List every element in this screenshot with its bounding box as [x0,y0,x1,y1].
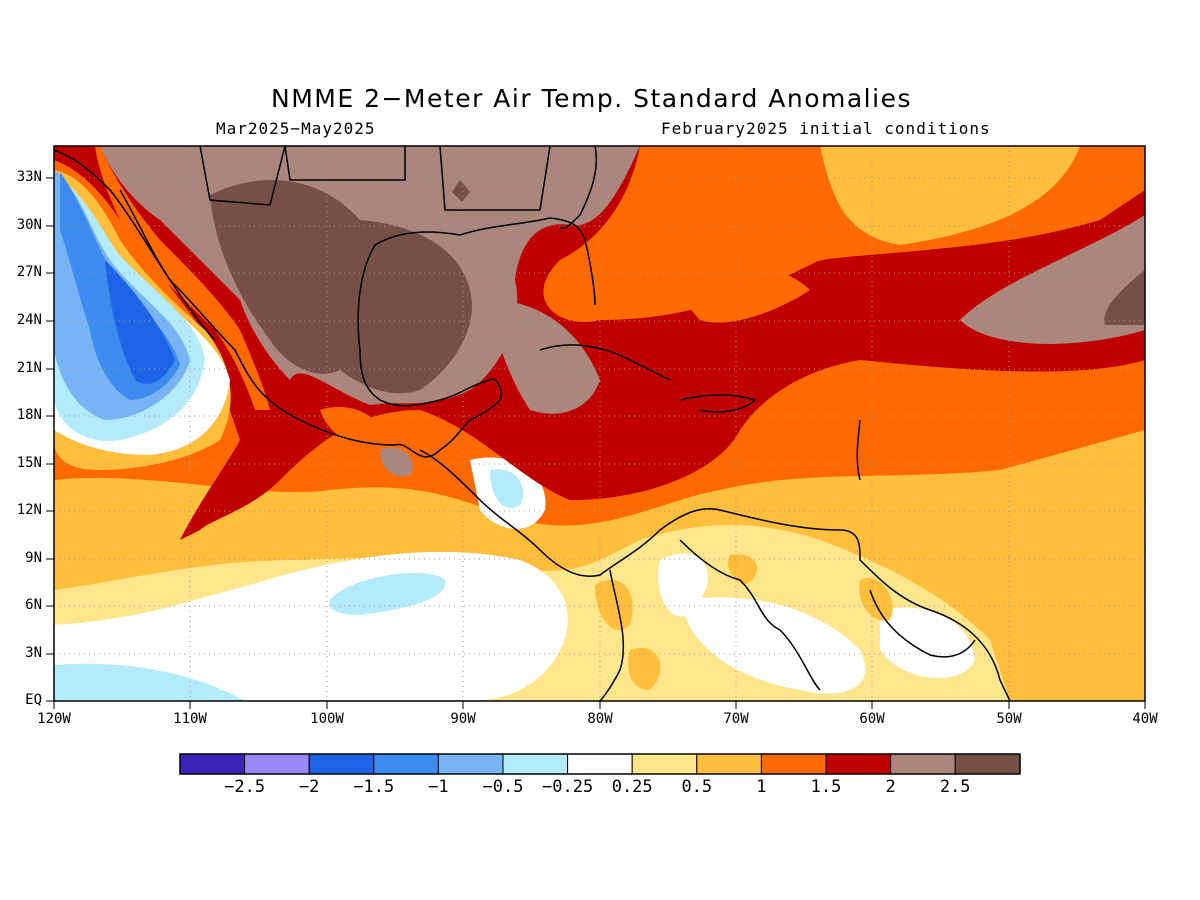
colorbar-label: 1 [756,777,767,797]
lat-label: 33N [16,169,42,185]
colorbar-label: 1.5 [810,777,842,797]
colorbar-swatch [502,753,569,775]
colorbar-label: 0.5 [681,777,713,797]
colorbar-swatch [954,753,1021,775]
colorbar-swatch [437,753,504,775]
axis-ticks [46,177,1146,709]
lat-label: 15N [16,455,42,471]
lat-label: 27N [16,264,42,280]
colorbar-label: −1 [428,777,449,797]
initial-conditions: February2025 initial conditions [661,119,991,138]
colorbar-label: −1.5 [353,777,395,797]
colorbar [179,753,1021,775]
colorbar-swatch [890,753,956,775]
lat-label: 9N [25,550,42,566]
colorbar-label: −2.5 [224,777,266,797]
colorbar-swatch [631,753,698,775]
lat-label: 24N [16,312,42,328]
colorbar-label: −0.25 [542,777,594,797]
colorbar-swatch [825,753,892,775]
colorbar-label: −2 [298,777,320,797]
colorbar-swatch [760,753,827,775]
lon-label: 50W [996,711,1022,727]
coastlines [54,146,1011,701]
colorbar-swatch [696,753,762,775]
forecast-period: Mar2025−May2025 [216,119,376,138]
colorbar-swatch [373,753,439,775]
lon-label: 120W [37,711,71,727]
lat-label: 30N [16,217,42,233]
field-light-blue [329,572,446,615]
lon-label: 40W [1132,711,1158,727]
lon-label: 60W [859,711,885,727]
lat-label: 18N [16,407,42,423]
colorbar-swatch [567,753,633,775]
lon-label: 100W [310,711,344,727]
colorbar-label: 2 [885,777,896,797]
lat-label: 21N [16,360,42,376]
lat-label: 12N [16,502,42,518]
lat-label: 6N [25,597,42,613]
colorbar-label: −0.5 [482,777,524,797]
graticule [54,146,1145,701]
lat-label: EQ [25,692,42,708]
colorbar-swatch [308,753,375,775]
lat-label: 3N [25,645,42,661]
lon-label: 90W [450,711,476,727]
colorbar-label: 0.25 [611,777,653,797]
colorbar-swatch [244,753,310,775]
chart-title: NMME 2−Meter Air Temp. Standard Anomalie… [271,84,912,113]
colorbar-swatch [179,753,246,775]
lon-label: 110W [173,711,207,727]
colorbar-frame [179,753,1021,775]
lon-label: 70W [723,711,749,727]
anomaly-shading [54,146,1145,701]
lon-label: 80W [587,711,613,727]
colorbar-label: 2.5 [939,777,971,797]
